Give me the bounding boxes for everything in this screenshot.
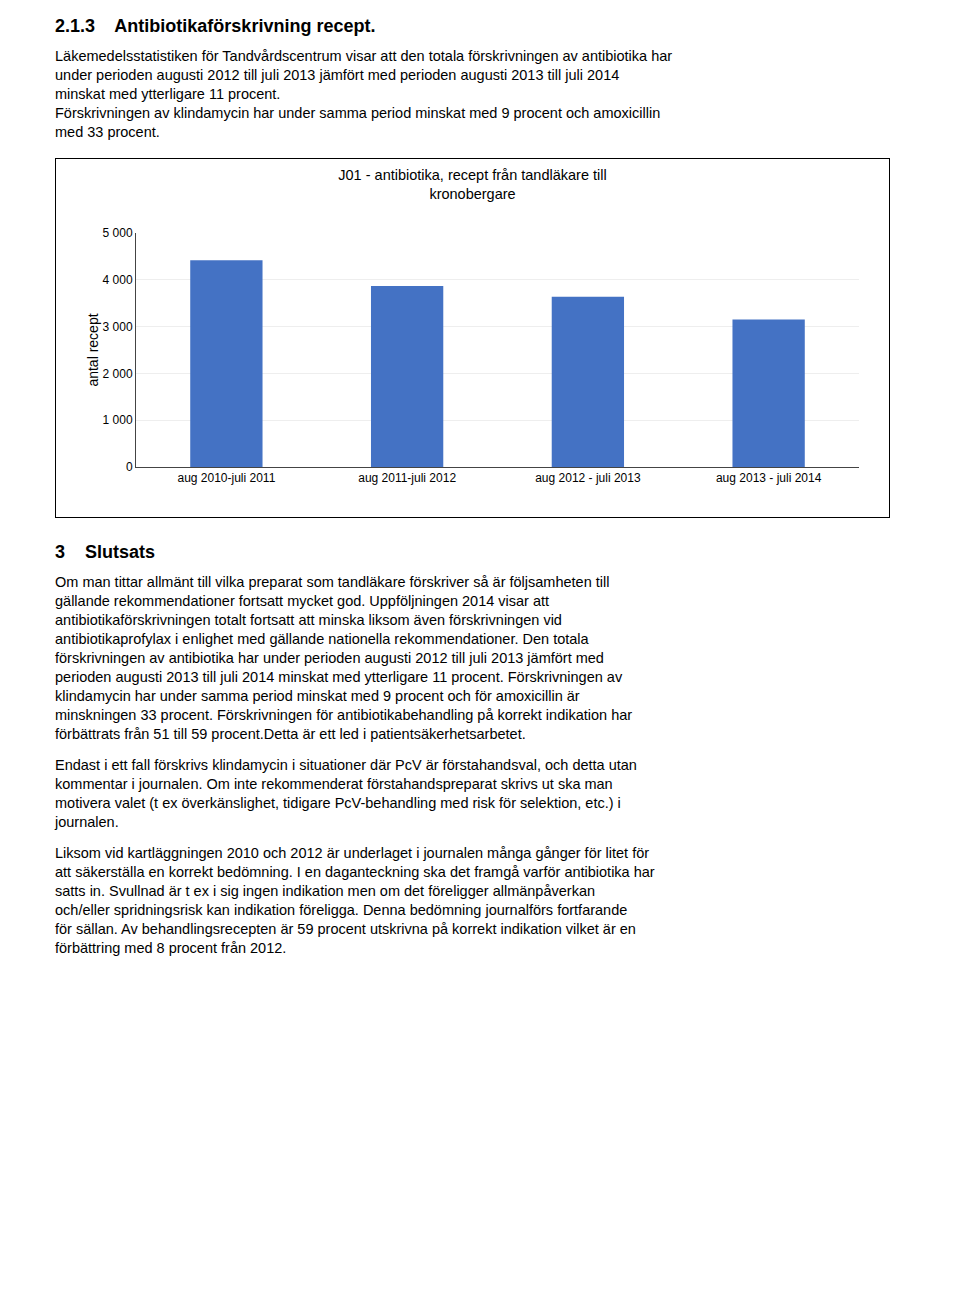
html-text:med 33 procent.: med 33 procent. [55,124,160,140]
html-text:att säkerställa en korrekt bed: att säkerställa en korrekt bedömning. I … [55,864,655,880]
svg-text:aug 2011-juli 2012: aug 2011-juli 2012 [358,471,456,485]
html-text:förbättring med 8 procent från: förbättring med 8 procent från 2012. [55,940,287,956]
svg-text:aug 2012 - juli 2013: aug 2012 - juli 2013 [535,471,641,485]
html-text:2.1.3 Antibiotikaförskrivning: 2.1.3 Antibiotikaförskrivning recept. [55,16,376,36]
html-text:kommentar i journalen. Om inte: kommentar i journalen. Om inte rekommend… [55,776,613,792]
svg-text:J01 - antibiotika, recept från: J01 - antibiotika, recept från tandläkar… [338,167,606,202]
html-text:antibiotikaförskrivningen tota: antibiotikaförskrivningen totalt fortsat… [55,612,562,628]
svg-text:antal recept: antal recept [85,313,101,386]
html-text:Endast i ett fall förskrivs kl: Endast i ett fall förskrivs klindamycin … [55,757,637,773]
html-text:perioden augusti 2013 till jul: perioden augusti 2013 till juli 2014 min… [55,669,623,685]
html-text:gällande rekommendationer fort: gällande rekommendationer fortsatt mycke… [55,593,550,609]
svg-text:3 000: 3 000 [103,320,133,334]
html-text:för sällan. Av behandlingsrece: för sällan. Av behandlingsrecepten är 59… [55,921,636,937]
html-text:Liksom vid kartläggningen 2010: Liksom vid kartläggningen 2010 och 2012 … [55,845,650,861]
html-text:Om man tittar allmänt till vil: Om man tittar allmänt till vilka prepara… [55,574,610,590]
html-text:minskat med ytterligare 11 pro: minskat med ytterligare 11 procent. [55,86,281,102]
svg-text:1 000: 1 000 [103,413,133,427]
html-text:antibiotikaprofylax i enlighet: antibiotikaprofylax i enlighet med gälla… [55,631,589,647]
html-text:journalen.: journalen. [55,814,119,830]
svg-text:aug 2013 - juli 2014: aug 2013 - juli 2014 [716,471,822,485]
svg-text:aug 2010-juli 2011: aug 2010-juli 2011 [177,471,275,485]
html-text:förskrivningen av antibiotika: förskrivningen av antibiotika har under … [55,650,604,666]
html-text:3 Slutsats: 3 Slutsats [55,542,155,562]
html-text:och/eller spridningsrisk kan i: och/eller spridningsrisk kan indikation … [55,902,628,918]
html-text:Läkemedelsstatistiken för Tand: Läkemedelsstatistiken för Tandvårdscentr… [55,48,673,64]
html-text:satts in. Svullnad är t ex i s: satts in. Svullnad är t ex i sig ingen i… [55,883,595,899]
html-text:Förskrivningen av klindamycin: Förskrivningen av klindamycin har under … [55,105,661,121]
svg-text:4 000: 4 000 [103,273,133,287]
html-text:förbättrats från 51 till 59 pr: förbättrats från 51 till 59 procent.Dett… [55,726,526,742]
svg-text:2 000: 2 000 [103,367,133,381]
svg-text:0: 0 [126,460,133,474]
html-text:under perioden augusti 2012 ti: under perioden augusti 2012 till juli 20… [55,67,620,83]
html-text:motivera valet (t ex överkänsl: motivera valet (t ex överkänslighet, tid… [55,795,621,811]
svg-text:5 000: 5 000 [103,226,133,240]
html-text:minskningen 33 procent. Förskr: minskningen 33 procent. Förskrivningen f… [55,707,633,723]
html-text:klindamycin har under samma pe: klindamycin har under samma period minsk… [55,688,580,704]
